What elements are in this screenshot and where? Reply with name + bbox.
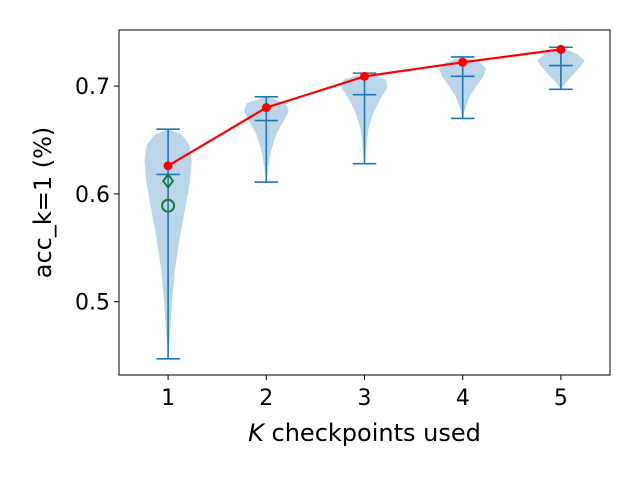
axis-ticks: 1 2 3 4 5 0.5 0.6 0.7 <box>75 75 568 411</box>
mean-line-series <box>163 44 566 171</box>
diamond-marker <box>161 172 175 190</box>
y-axis-label: acc_k=1 (%) <box>29 127 57 279</box>
x-tick-label: 4 <box>456 386 470 411</box>
violin-5 <box>537 46 585 91</box>
mean-point <box>360 71 369 81</box>
x-axis-label: K checkpoints used <box>248 419 481 447</box>
x-axis-label-variable: K <box>248 419 266 447</box>
mean-point <box>163 161 173 171</box>
x-tick-label: 2 <box>259 386 273 411</box>
violins <box>144 46 585 360</box>
circle-marker <box>161 198 176 213</box>
y-tick-label: 0.5 <box>75 291 110 316</box>
mean-point <box>458 57 468 67</box>
x-tick-label: 1 <box>161 386 175 411</box>
x-axis-label-text: checkpoints used <box>264 419 481 447</box>
extra-markers <box>161 172 176 213</box>
x-tick-label: 3 <box>358 386 372 411</box>
y-tick-label: 0.7 <box>75 75 110 100</box>
y-tick-label: 0.6 <box>75 183 110 208</box>
violin-4 <box>439 56 487 120</box>
x-tick-label: 5 <box>554 386 568 411</box>
violin-3 <box>341 72 388 165</box>
mean-point <box>261 103 271 113</box>
mean-point <box>556 44 566 54</box>
